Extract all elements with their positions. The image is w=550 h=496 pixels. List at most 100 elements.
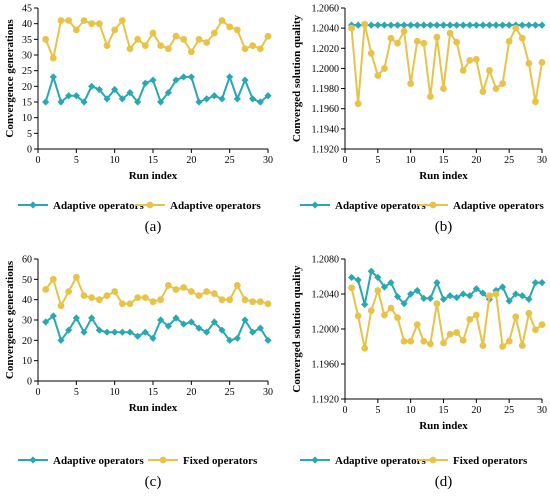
data-point bbox=[233, 26, 241, 34]
x-tick-label: 15 bbox=[148, 155, 158, 166]
y-tick-label: 30 bbox=[22, 51, 32, 62]
data-point bbox=[111, 26, 119, 34]
legend-marker bbox=[159, 456, 167, 464]
x-tick-label: 20 bbox=[471, 155, 481, 166]
data-point bbox=[180, 73, 188, 81]
data-point bbox=[80, 328, 88, 336]
data-point bbox=[65, 92, 73, 100]
data-point bbox=[57, 17, 65, 24]
data-point bbox=[49, 54, 57, 62]
data-point bbox=[172, 76, 180, 84]
data-point bbox=[241, 45, 249, 53]
y-tick-label: 45 bbox=[22, 4, 32, 15]
data-point bbox=[42, 35, 50, 43]
y-tick-label: 1.1940 bbox=[312, 124, 340, 135]
data-point bbox=[433, 21, 441, 29]
panel-label: (b) bbox=[435, 219, 453, 235]
data-point bbox=[499, 343, 506, 350]
data-point bbox=[226, 336, 234, 344]
data-point bbox=[95, 85, 103, 94]
legend-label: Adaptive operators bbox=[335, 200, 426, 212]
data-point bbox=[466, 56, 474, 64]
data-point bbox=[400, 300, 408, 308]
data-point bbox=[111, 288, 119, 295]
data-point bbox=[525, 59, 533, 67]
data-point bbox=[479, 21, 487, 29]
data-point bbox=[486, 67, 493, 74]
x-tick-label: 5 bbox=[375, 405, 380, 416]
y-axis-label: Converged solution quality bbox=[291, 14, 303, 142]
data-point bbox=[164, 322, 172, 330]
data-point bbox=[241, 296, 249, 304]
data-point bbox=[134, 294, 142, 302]
y-axis-label: Converged solution quality bbox=[291, 265, 303, 393]
y-tick-label: 35 bbox=[22, 35, 32, 46]
data-point bbox=[420, 39, 428, 47]
y-tick-label: 10 bbox=[22, 113, 32, 124]
x-tick-label: 30 bbox=[537, 405, 547, 416]
data-point bbox=[367, 267, 375, 275]
data-point bbox=[512, 24, 520, 32]
data-point bbox=[111, 328, 119, 336]
data-point bbox=[380, 21, 388, 29]
data-point bbox=[393, 293, 402, 301]
data-point bbox=[472, 55, 480, 63]
data-point bbox=[426, 93, 434, 101]
data-point bbox=[203, 288, 211, 295]
x-tick-label: 15 bbox=[439, 155, 449, 166]
series-line bbox=[44, 18, 269, 62]
data-point bbox=[387, 279, 395, 287]
data-point bbox=[420, 294, 428, 302]
data-point bbox=[354, 21, 362, 29]
data-point bbox=[413, 286, 421, 295]
data-point bbox=[394, 314, 401, 322]
y-tick-label: 1.2040 bbox=[312, 290, 340, 301]
series-2 bbox=[42, 273, 272, 310]
x-tick-label: 15 bbox=[148, 387, 158, 398]
data-point bbox=[466, 315, 474, 323]
data-point bbox=[446, 292, 454, 300]
data-point bbox=[433, 279, 441, 287]
data-point bbox=[42, 286, 50, 293]
data-point bbox=[57, 302, 65, 310]
x-tick-label: 30 bbox=[263, 387, 273, 398]
data-point bbox=[472, 311, 480, 319]
data-point bbox=[195, 35, 203, 43]
x-tick-label: 25 bbox=[504, 155, 514, 166]
y-tick-label: 1.1920 bbox=[312, 395, 340, 406]
data-point bbox=[525, 295, 533, 303]
data-point bbox=[361, 344, 369, 352]
data-point bbox=[479, 342, 487, 350]
data-point bbox=[226, 296, 234, 304]
legend-marker bbox=[429, 201, 437, 209]
data-point bbox=[459, 336, 467, 344]
x-tick-label: 30 bbox=[537, 155, 547, 166]
data-point bbox=[413, 321, 421, 329]
data-point bbox=[149, 298, 157, 306]
data-point bbox=[381, 65, 388, 72]
data-point bbox=[103, 95, 111, 103]
data-point bbox=[42, 318, 50, 326]
data-point bbox=[361, 300, 369, 309]
y-tick-label: 40 bbox=[22, 19, 32, 30]
y-tick-label: 60 bbox=[22, 255, 32, 266]
y-tick-label: 1.2000 bbox=[312, 325, 340, 336]
y-tick-label: 1.2000 bbox=[312, 64, 340, 75]
series-1 bbox=[347, 267, 546, 309]
data-point bbox=[492, 85, 500, 92]
series-line bbox=[45, 314, 269, 343]
legend-label: Adaptive operators bbox=[170, 200, 261, 212]
y-tick-label: 0 bbox=[27, 377, 32, 388]
data-point bbox=[459, 290, 467, 298]
x-tick-label: 0 bbox=[36, 155, 41, 166]
data-point bbox=[264, 336, 272, 344]
legend-marker bbox=[429, 456, 437, 464]
chart-panel-d: 1.1920 1.1960 1.2000 1.2040 1.2080 0 5 10 15 20 25… bbox=[291, 255, 547, 491]
legend-item-2: Adaptive operators bbox=[418, 200, 544, 212]
chart-panel-a: 0 5 10 15 20 25 30 35 40 45 0 5 10 15 20 25 30 Run index C… bbox=[4, 4, 273, 236]
y-axis-label: Convergence generations bbox=[4, 260, 16, 379]
data-point bbox=[149, 334, 157, 342]
data-point bbox=[354, 100, 362, 108]
data-point bbox=[249, 95, 257, 103]
data-point bbox=[538, 279, 546, 287]
